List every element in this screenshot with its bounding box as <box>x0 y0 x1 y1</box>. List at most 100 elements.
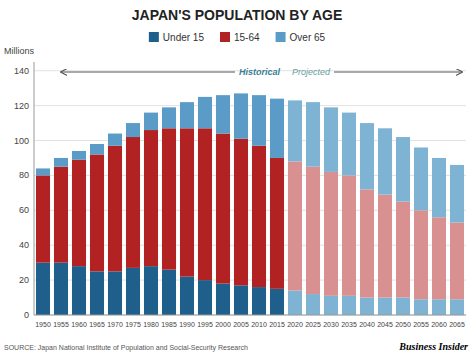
bar-segment <box>234 285 248 315</box>
bar-segment <box>414 210 428 299</box>
legend-label: Over 65 <box>290 32 326 43</box>
legend-item: 15-64 <box>220 32 260 43</box>
bar-segment <box>450 165 464 223</box>
x-tick-label: 2020 <box>287 321 303 328</box>
y-tick-label: 80 <box>19 170 29 180</box>
x-axis-line <box>34 315 466 316</box>
x-tick-label: 2000 <box>215 321 231 328</box>
bar-segment <box>360 123 374 189</box>
x-tick-label: 1995 <box>197 321 213 328</box>
legend-swatch <box>149 32 159 42</box>
annotation-arrow <box>334 72 462 73</box>
annotations: Historical Projected <box>61 67 462 77</box>
x-tick-label: 2055 <box>413 321 429 328</box>
y-tick-label: 140 <box>14 66 29 76</box>
annotation: Historical <box>239 67 281 77</box>
bar-segment <box>342 175 356 295</box>
bar-segment <box>72 160 86 266</box>
bar-segment <box>324 172 338 296</box>
bar-segment <box>378 195 392 298</box>
bar-segment <box>180 102 194 128</box>
bars <box>36 93 464 315</box>
bar-segment <box>450 299 464 315</box>
legend: Under 15 15-64 Over 65 <box>149 32 326 43</box>
bar-segment <box>396 137 410 202</box>
y-tick-label: 40 <box>19 240 29 250</box>
bar-segment <box>414 299 428 315</box>
bar-segment <box>216 95 230 133</box>
y-tick-label: 20 <box>19 275 29 285</box>
x-tick-label: 1990 <box>179 321 195 328</box>
bar-segment <box>324 296 338 315</box>
bar-segment <box>54 158 68 167</box>
bar-segment <box>270 158 284 289</box>
legend-swatch <box>276 32 286 42</box>
x-tick-label: 1950 <box>35 321 51 328</box>
bar-segment <box>414 147 428 210</box>
bar-segment <box>198 128 212 280</box>
bar-segment <box>126 137 140 268</box>
bar-segment <box>54 167 68 263</box>
annotation-arrow <box>61 72 235 73</box>
bar-segment <box>234 93 248 138</box>
bar-segment <box>144 113 158 130</box>
x-tick-label: 1985 <box>161 321 177 328</box>
x-tick-label: 2035 <box>341 321 357 328</box>
bar-segment <box>270 289 284 315</box>
bar-segment <box>432 217 446 299</box>
grid <box>34 71 466 315</box>
chart: JAPAN'S POPULATION BY AGE020406080100120… <box>0 0 474 355</box>
bar-segment <box>126 123 140 137</box>
bar-segment <box>288 161 302 290</box>
bar-segment <box>144 130 158 266</box>
x-tick-label: 2045 <box>377 321 393 328</box>
legend-label: Under 15 <box>163 32 205 43</box>
y-tick-label: 120 <box>14 101 29 111</box>
x-tick-label: 2060 <box>431 321 447 328</box>
x-tick-label: 2025 <box>305 321 321 328</box>
y-tick-label: 100 <box>14 136 29 146</box>
bar-segment <box>378 128 392 194</box>
bar-segment <box>234 139 248 286</box>
grid-line <box>34 315 466 316</box>
x-tick-label: 1960 <box>71 321 87 328</box>
bar-segment <box>72 151 86 160</box>
bar-segment <box>324 107 338 172</box>
y-tick-label: 0 <box>24 310 29 320</box>
legend-item: Over 65 <box>276 32 326 43</box>
bar-segment <box>252 95 266 146</box>
annotation: Projected <box>292 67 331 77</box>
legend-label: 15-64 <box>234 32 260 43</box>
y-axis-label: Millions <box>4 46 35 56</box>
bar-segment <box>306 294 320 315</box>
x-tick-label: 2015 <box>269 321 285 328</box>
bar-segment <box>360 298 374 315</box>
bar-segment <box>72 266 86 315</box>
bar-segment <box>396 298 410 315</box>
bar-segment <box>432 299 446 315</box>
title: JAPAN'S POPULATION BY AGE <box>132 7 343 23</box>
bar-segment <box>252 146 266 287</box>
bar-segment <box>306 167 320 294</box>
bar-segment <box>108 271 122 315</box>
x-tick-label: 2030 <box>323 321 339 328</box>
legend-item: Under 15 <box>149 32 205 43</box>
bar-segment <box>396 202 410 298</box>
legend-swatch <box>220 32 230 42</box>
x-tick-label: 2040 <box>359 321 375 328</box>
bar-segment <box>288 291 302 315</box>
bar-segment <box>288 100 302 161</box>
bar-segment <box>162 107 176 128</box>
bar-segment <box>162 128 176 269</box>
y-axis-line <box>34 62 35 315</box>
bar-segment <box>108 134 122 146</box>
bar-segment <box>162 270 176 315</box>
bar-segment <box>90 144 104 154</box>
bar-segment <box>306 102 320 167</box>
bar-segment <box>180 128 194 276</box>
bar-segment <box>198 280 212 315</box>
bar-segment <box>252 287 266 315</box>
bar-segment <box>126 268 140 315</box>
bar-segment <box>342 113 356 176</box>
bar-segment <box>180 277 194 315</box>
